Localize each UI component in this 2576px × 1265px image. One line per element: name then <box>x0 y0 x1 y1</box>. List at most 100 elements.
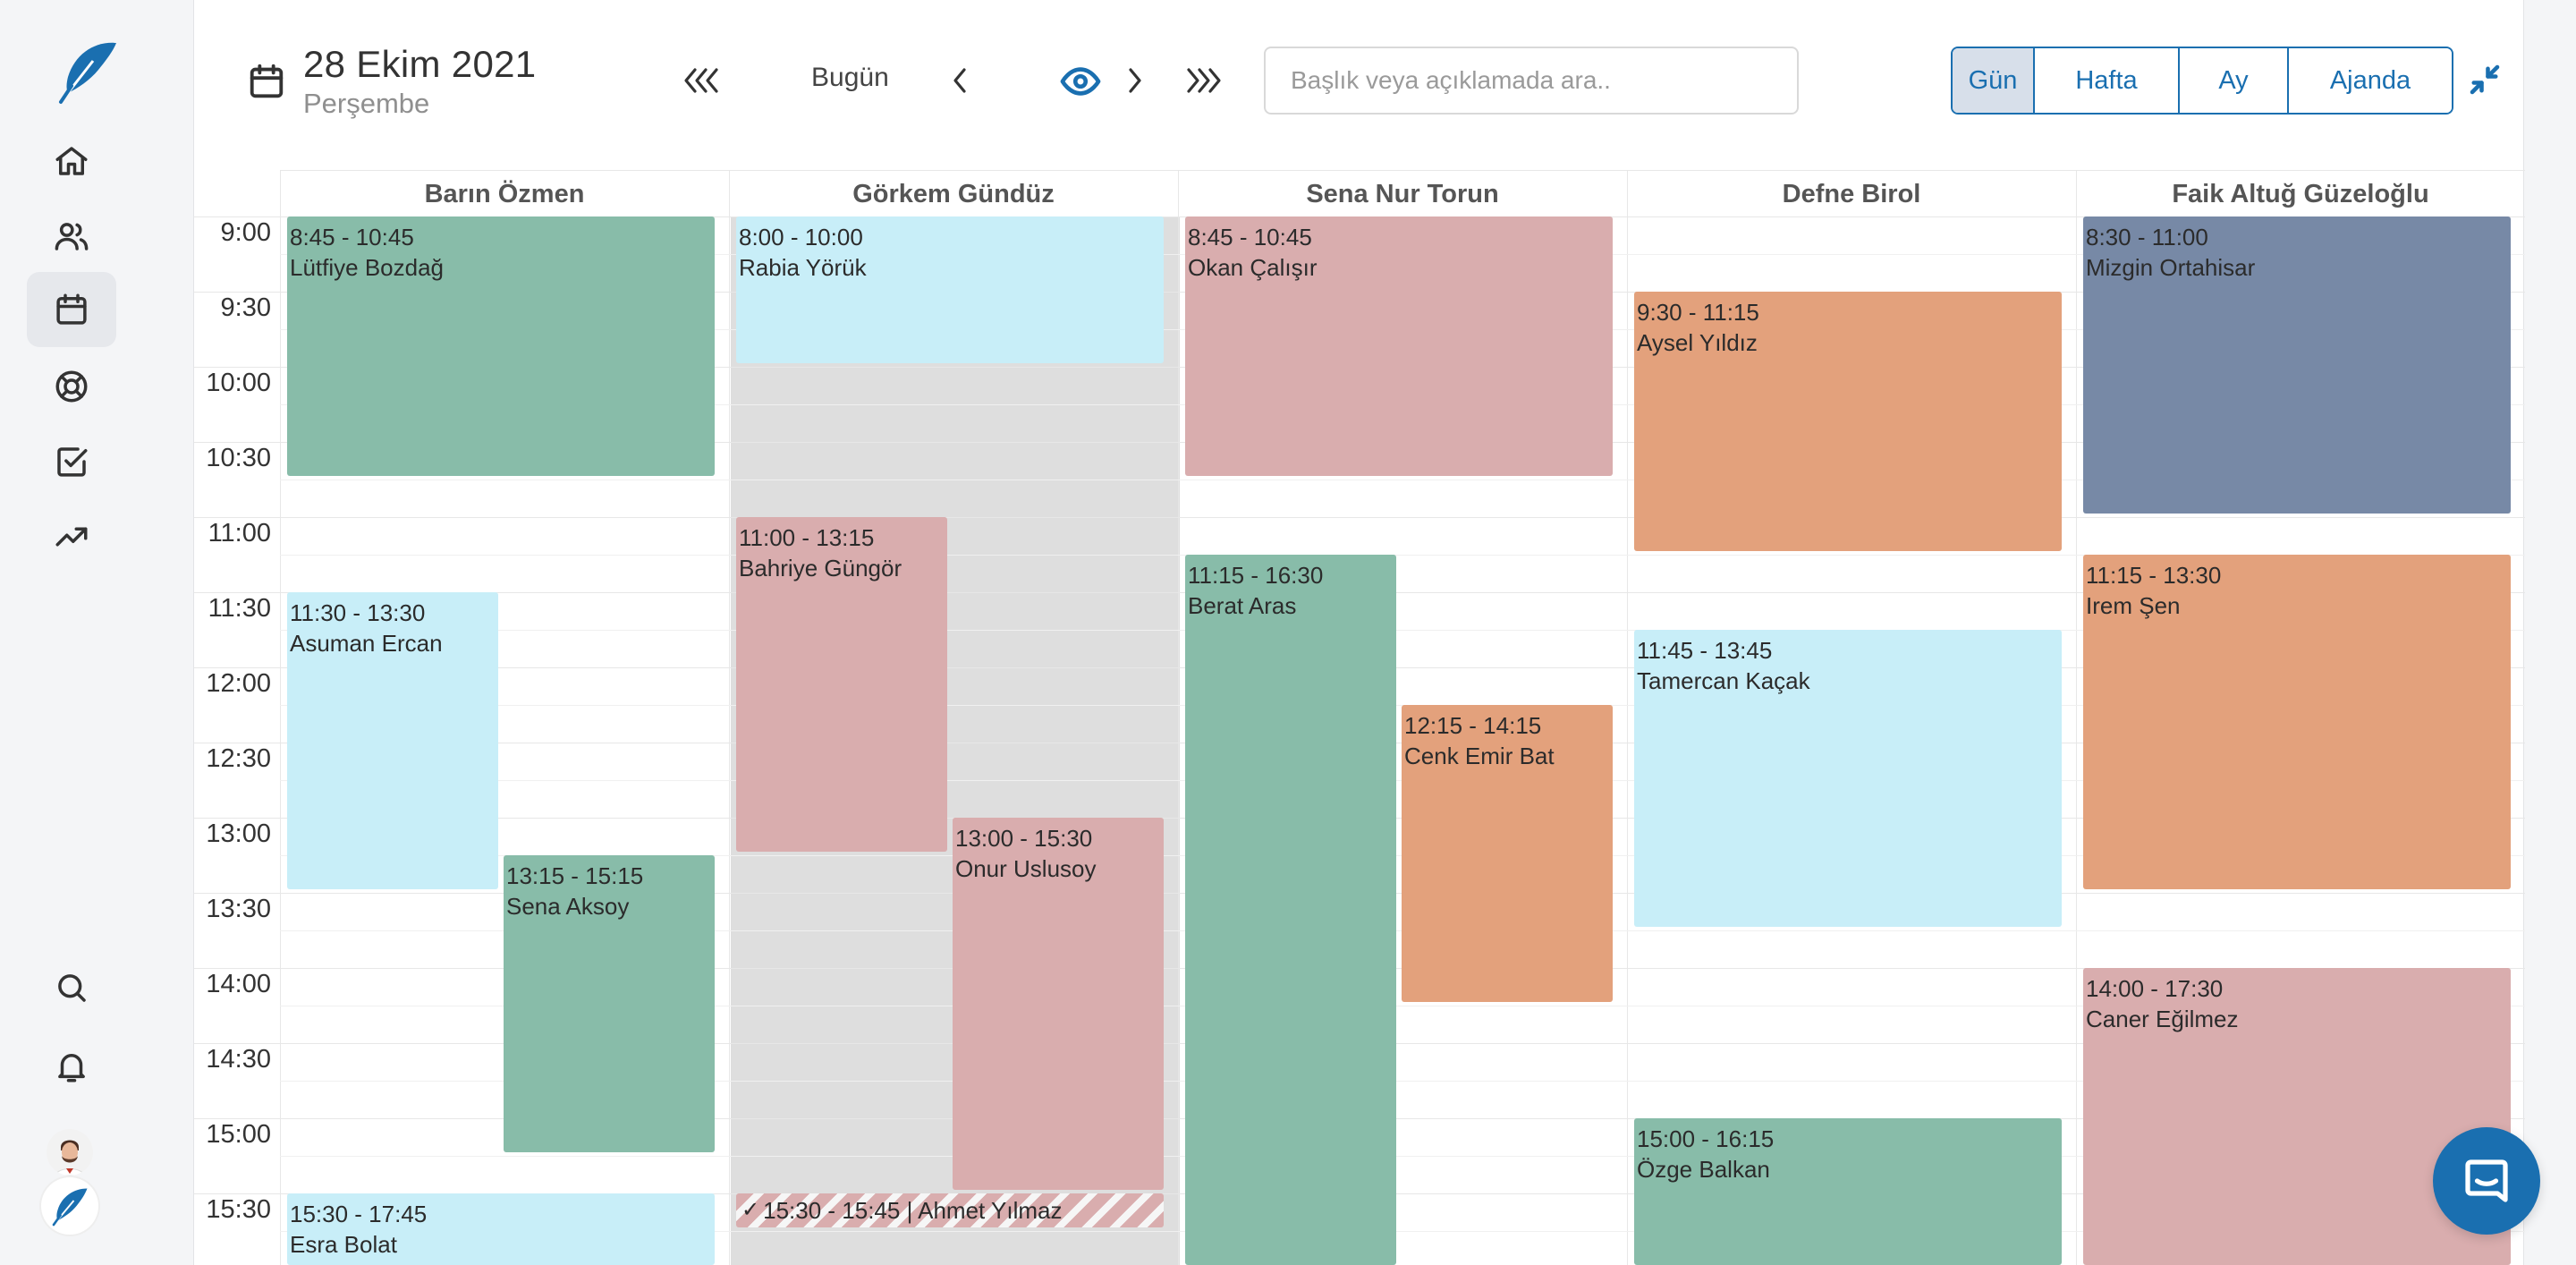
chevron-left-icon <box>953 68 966 93</box>
appointment[interactable]: 13:00 - 15:30 Onur Uslusoy <box>953 818 1164 1190</box>
appointment-time: 8:30 - 11:00 <box>2086 224 2208 250</box>
search-input[interactable] <box>1264 47 1799 115</box>
appointment-client: Onur Uslusoy <box>955 855 1097 882</box>
appointment[interactable]: 11:00 - 13:15 Bahriye Güngör <box>736 517 947 852</box>
appointment-client: Özge Balkan <box>1637 1156 1770 1183</box>
appointment-time: 15:30 - 15:45 | Ahmet Yılmaz <box>763 1197 1063 1224</box>
appointment-client: Berat Aras <box>1188 592 1297 619</box>
visibility-toggle[interactable] <box>1060 61 1101 102</box>
view-agenda-button[interactable]: Ajanda <box>2287 48 2452 113</box>
collapse-button[interactable] <box>2466 61 2504 98</box>
trending-up-icon <box>55 527 88 547</box>
appointment[interactable]: 14:00 - 17:30 Caner Eğilmez <box>2083 968 2511 1265</box>
time-label: 13:30 <box>206 895 271 923</box>
home-icon <box>55 147 88 175</box>
view-month-button[interactable]: Ay <box>2178 48 2287 113</box>
appointment-time: 8:45 - 10:45 <box>1188 224 1312 250</box>
day-grid: Barın Özmen Görkem Gündüz Sena Nur Torun… <box>194 170 2525 1265</box>
time-label: 12:30 <box>206 744 271 773</box>
next-day-button[interactable] <box>1121 57 1148 104</box>
column-header: Defne Birol <box>1782 179 1921 208</box>
sidebar-item-reports[interactable] <box>27 499 116 574</box>
appointment-time: 11:45 - 13:45 <box>1637 637 1773 664</box>
time-label: 14:30 <box>206 1045 271 1074</box>
appointment[interactable]: 15:00 - 16:15 Özge Balkan <box>1634 1118 2062 1265</box>
view-day-button[interactable]: Gün <box>1953 48 2033 113</box>
appointment-time: 14:00 - 17:30 <box>2086 975 2224 1002</box>
organization-logo-icon[interactable] <box>41 1177 98 1235</box>
appointment-client: Okan Çalışır <box>1188 254 1318 281</box>
appointment-time: 9:30 - 11:15 <box>1637 299 1759 326</box>
time-label: 15:00 <box>206 1120 271 1149</box>
appointment[interactable]: 8:45 - 10:45 Lütfiye Bozdağ <box>287 216 715 476</box>
triple-chevron-left-icon <box>684 68 718 93</box>
appointment-client: Aysel Yıldız <box>1637 329 1758 356</box>
calendar-icon <box>246 61 287 102</box>
next-week-button[interactable] <box>1180 57 1224 104</box>
triple-chevron-right-icon <box>1187 68 1221 93</box>
appointment-time: 15:00 - 16:15 <box>1637 1125 1775 1152</box>
appointment[interactable]: 12:15 - 14:15 Cenk Emir Bat <box>1402 705 1613 1002</box>
column-headers: Barın Özmen Görkem Gündüz Sena Nur Torun… <box>280 170 2525 216</box>
view-week-button[interactable]: Hafta <box>2033 48 2178 113</box>
completed-appointment[interactable]: ✓ 15:30 - 15:45 | Ahmet Yılmaz <box>736 1193 1164 1227</box>
appointment[interactable]: 8:30 - 11:00 Mizgin Ortahisar <box>2083 216 2511 514</box>
appointment[interactable]: 8:00 - 10:00 Rabia Yörük <box>736 216 1164 363</box>
column-header: Sena Nur Torun <box>1306 179 1499 208</box>
chat-button[interactable] <box>2433 1127 2540 1235</box>
appointment-time: 11:30 - 13:30 <box>290 599 426 626</box>
appointment-time: 15:30 - 17:45 <box>290 1201 428 1227</box>
appointment-client: Sena Aksoy <box>506 893 630 920</box>
appointment[interactable]: 13:15 - 15:15 Sena Aksoy <box>504 855 715 1152</box>
sidebar-item-calendar[interactable] <box>27 272 116 347</box>
chevron-right-icon <box>1129 68 1141 93</box>
appointment-time: 13:15 - 15:15 <box>506 862 644 889</box>
calendar-panel: 28 Ekim 2021 Perşembe Bugün Gün Hafta Ay… <box>193 0 2525 1265</box>
time-label: 10:00 <box>206 369 271 397</box>
sidebar-item-notifications[interactable] <box>27 1029 116 1104</box>
sidebar-item-search[interactable] <box>27 950 116 1025</box>
appointment[interactable]: 11:15 - 16:30 Berat Aras <box>1185 555 1396 1265</box>
bell-icon <box>58 1054 85 1082</box>
lifebuoy-icon <box>55 370 88 403</box>
appointment[interactable]: 9:30 - 11:15 Aysel Yıldız <box>1634 292 2062 551</box>
today-button[interactable]: Bugün <box>811 63 889 92</box>
appointment-client: Cenk Emir Bat <box>1404 743 1555 769</box>
current-weekday: Perşembe <box>303 88 430 119</box>
appointment-time: 11:15 - 16:30 <box>1188 562 1324 589</box>
avatar[interactable] <box>47 1129 93 1176</box>
time-label: 15:30 <box>206 1195 271 1224</box>
appointment[interactable]: 11:30 - 13:30 Asuman Ercan <box>287 592 498 889</box>
calendar-icon <box>56 293 87 325</box>
calendar-toolbar: 28 Ekim 2021 Perşembe Bugün Gün Hafta Ay… <box>194 0 2525 170</box>
appointment-client: Asuman Ercan <box>290 630 443 657</box>
time-label: 14:00 <box>206 970 271 998</box>
previous-week-button[interactable] <box>681 57 725 104</box>
appointment[interactable]: 15:30 - 17:45 Esra Bolat <box>287 1193 715 1265</box>
time-label: 10:30 <box>206 444 271 472</box>
time-label: 9:00 <box>220 218 271 247</box>
appointment-time: 11:15 - 13:30 <box>2086 562 2222 589</box>
appointment-client: Caner Eğilmez <box>2086 1006 2239 1032</box>
column-header: Faik Altuğ Güzeloğlu <box>2172 179 2429 208</box>
appointment[interactable]: 8:45 - 10:45 Okan Çalışır <box>1185 216 1613 476</box>
previous-day-button[interactable] <box>947 57 974 104</box>
appointment-time: 13:00 - 15:30 <box>955 825 1093 852</box>
search-icon <box>58 974 86 1002</box>
appointment-time: 8:00 - 10:00 <box>739 224 863 250</box>
time-label: 11:30 <box>208 594 271 623</box>
appointment[interactable]: 11:15 - 13:30 Irem Şen <box>2083 555 2511 889</box>
appointment-time: 8:45 - 10:45 <box>290 224 414 250</box>
appointment-client: Esra Bolat <box>290 1231 397 1258</box>
feather-logo-icon[interactable] <box>54 38 122 106</box>
eye-icon <box>1060 67 1101 96</box>
sidebar-item-tasks[interactable] <box>27 424 116 499</box>
sidebar-item-home[interactable] <box>27 123 116 199</box>
sidebar-item-users[interactable] <box>27 199 116 274</box>
appointment[interactable]: 11:45 - 13:45 Tamercan Kaçak <box>1634 630 2062 927</box>
view-switcher: Gün Hafta Ay Ajanda <box>1951 47 2453 115</box>
sidebar-item-support[interactable] <box>27 349 116 424</box>
checkbox-icon <box>57 447 88 477</box>
time-label: 11:00 <box>208 519 271 548</box>
time-label: 9:30 <box>220 293 271 322</box>
